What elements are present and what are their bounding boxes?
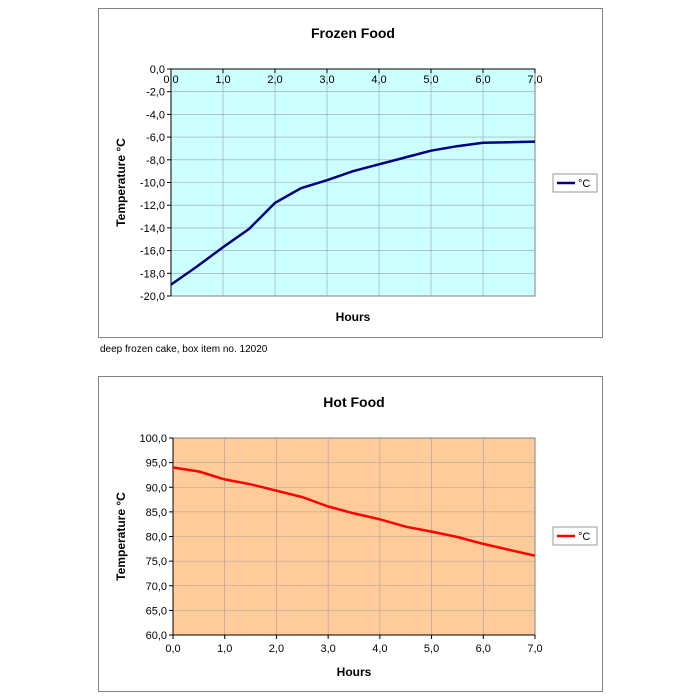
hot-food-chart: Hot Food 100,0 95,0 90,0 85,0 80,0 75,0 70,0 65,… <box>98 376 603 692</box>
frozen-y-tick-label: -8,0 <box>146 155 165 167</box>
chart-caption: deep frozen cake, box item no. 12020 <box>100 344 268 355</box>
hot-x-tick-label: 1,0 <box>217 643 232 655</box>
hot-y-tick-label: 70,0 <box>146 581 167 593</box>
frozen-y-axis-title: Temperature °C <box>114 138 128 227</box>
frozen-x-tick-label: 2,0 <box>267 74 282 86</box>
frozen-y-tick-label: 0,0 <box>150 64 165 76</box>
frozen-x-tick-label: 4,0 <box>371 74 386 86</box>
hot-x-tick-label: 2,0 <box>269 643 284 655</box>
hot-y-tick-label: 95,0 <box>146 458 167 470</box>
hot-y-tick-label: 75,0 <box>146 556 167 568</box>
frozen-y-tick-label: -18,0 <box>140 268 165 280</box>
frozen-x-tick-label: 6,0 <box>475 74 490 86</box>
hot-x-tick-label: 6,0 <box>476 643 491 655</box>
hot-y-tick-label: 90,0 <box>146 482 167 494</box>
frozen-y-tick-label: -12,0 <box>140 200 165 212</box>
frozen-title: Frozen Food <box>311 25 395 41</box>
frozen-x-tick-label: 7,0 <box>527 74 542 86</box>
frozen-y-tick-label: -14,0 <box>140 223 165 235</box>
hot-x-tick-label: 4,0 <box>372 643 387 655</box>
frozen-y-tick-label: -6,0 <box>146 132 165 144</box>
frozen-legend-label: °C <box>578 178 590 190</box>
hot-x-tick-label: 7,0 <box>527 643 542 655</box>
hot-x-tick-label: 3,0 <box>320 643 335 655</box>
hot-y-tick-label: 65,0 <box>146 605 167 617</box>
hot-title: Hot Food <box>323 394 384 410</box>
frozen-x-axis-title: Hours <box>336 310 371 324</box>
hot-legend-label: °C <box>578 531 590 543</box>
hot-y-tick-label: 100,0 <box>139 433 167 445</box>
hot-x-tick-label: 0,0 <box>165 643 180 655</box>
frozen-y-tick-label: -4,0 <box>146 109 165 121</box>
frozen-y-tick-label: -16,0 <box>140 246 165 258</box>
frozen-y-tick-label: -10,0 <box>140 178 165 190</box>
hot-food-chart-svg: Hot Food 100,0 95,0 90,0 85,0 80,0 75,0 70,0 65,… <box>114 394 598 679</box>
frozen-food-chart-svg: Frozen Food 0,0 -2,0 -4,0 -6,0 -8,0 -10,0 -12,0… <box>114 25 598 324</box>
hot-y-tick-label: 80,0 <box>146 532 167 544</box>
hot-x-axis-title: Hours <box>337 665 372 679</box>
hot-y-axis-title: Temperature °C <box>114 492 128 581</box>
frozen-x-tick-label: 3,0 <box>319 74 334 86</box>
frozen-x-tick-label: 1,0 <box>215 74 230 86</box>
frozen-series-line <box>170 140 536 286</box>
hot-y-tick-label: 85,0 <box>146 507 167 519</box>
frozen-y-tick-label: -20,0 <box>140 291 165 303</box>
hot-series-line <box>172 466 536 557</box>
frozen-y-tick-label: -2,0 <box>146 87 165 99</box>
frozen-x-tick-label: 5,0 <box>423 74 438 86</box>
frozen-food-chart: Frozen Food 0,0 -2,0 -4,0 -6,0 -8,0 -10,0 -12,0… <box>98 8 603 338</box>
hot-x-tick-label: 5,0 <box>424 643 439 655</box>
hot-y-tick-label: 60,0 <box>146 630 167 642</box>
